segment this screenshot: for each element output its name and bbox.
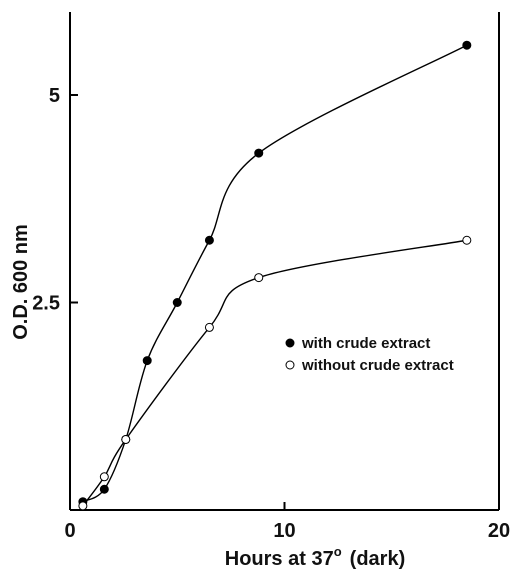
legend: with crude extract without crude extract — [285, 335, 454, 374]
data-point-with-crude-extract — [204, 235, 214, 245]
x-axis-label: Hours at 37o (dark) — [225, 544, 405, 570]
x-tick-label: 10 — [273, 520, 295, 542]
data-point-with-crude-extract — [142, 356, 152, 366]
ticks: 0 10 20 2.5 5 — [32, 85, 510, 542]
y-axis-label: O.D. 600 nm — [10, 224, 32, 340]
curves — [82, 44, 468, 507]
legend-marker-without-crude-extract — [285, 360, 295, 370]
axes — [69, 12, 500, 511]
data-point-without-crude-extract — [99, 472, 109, 482]
y-tick-label: 2.5 — [32, 293, 60, 315]
data-point-without-crude-extract — [254, 273, 264, 283]
data-point-with-crude-extract — [462, 40, 472, 50]
data-point-without-crude-extract — [78, 501, 88, 511]
points — [78, 40, 472, 511]
x-tick-label: 20 — [488, 520, 510, 542]
data-point-with-crude-extract — [254, 148, 264, 158]
data-point-without-crude-extract — [204, 322, 214, 332]
data-point-without-crude-extract — [462, 235, 472, 245]
legend-marker-with-crude-extract — [285, 338, 295, 348]
x-axis-label-superscript: o — [334, 544, 342, 559]
data-point-with-crude-extract — [99, 484, 109, 494]
x-tick-label: 0 — [64, 520, 75, 542]
data-point-with-crude-extract — [172, 298, 182, 307]
legend-label-without-crude-extract: without crude extract — [301, 357, 454, 374]
data-point-without-crude-extract — [121, 434, 131, 444]
legend-label-with-crude-extract: with crude extract — [301, 335, 430, 352]
y-tick-label: 5 — [49, 85, 60, 107]
